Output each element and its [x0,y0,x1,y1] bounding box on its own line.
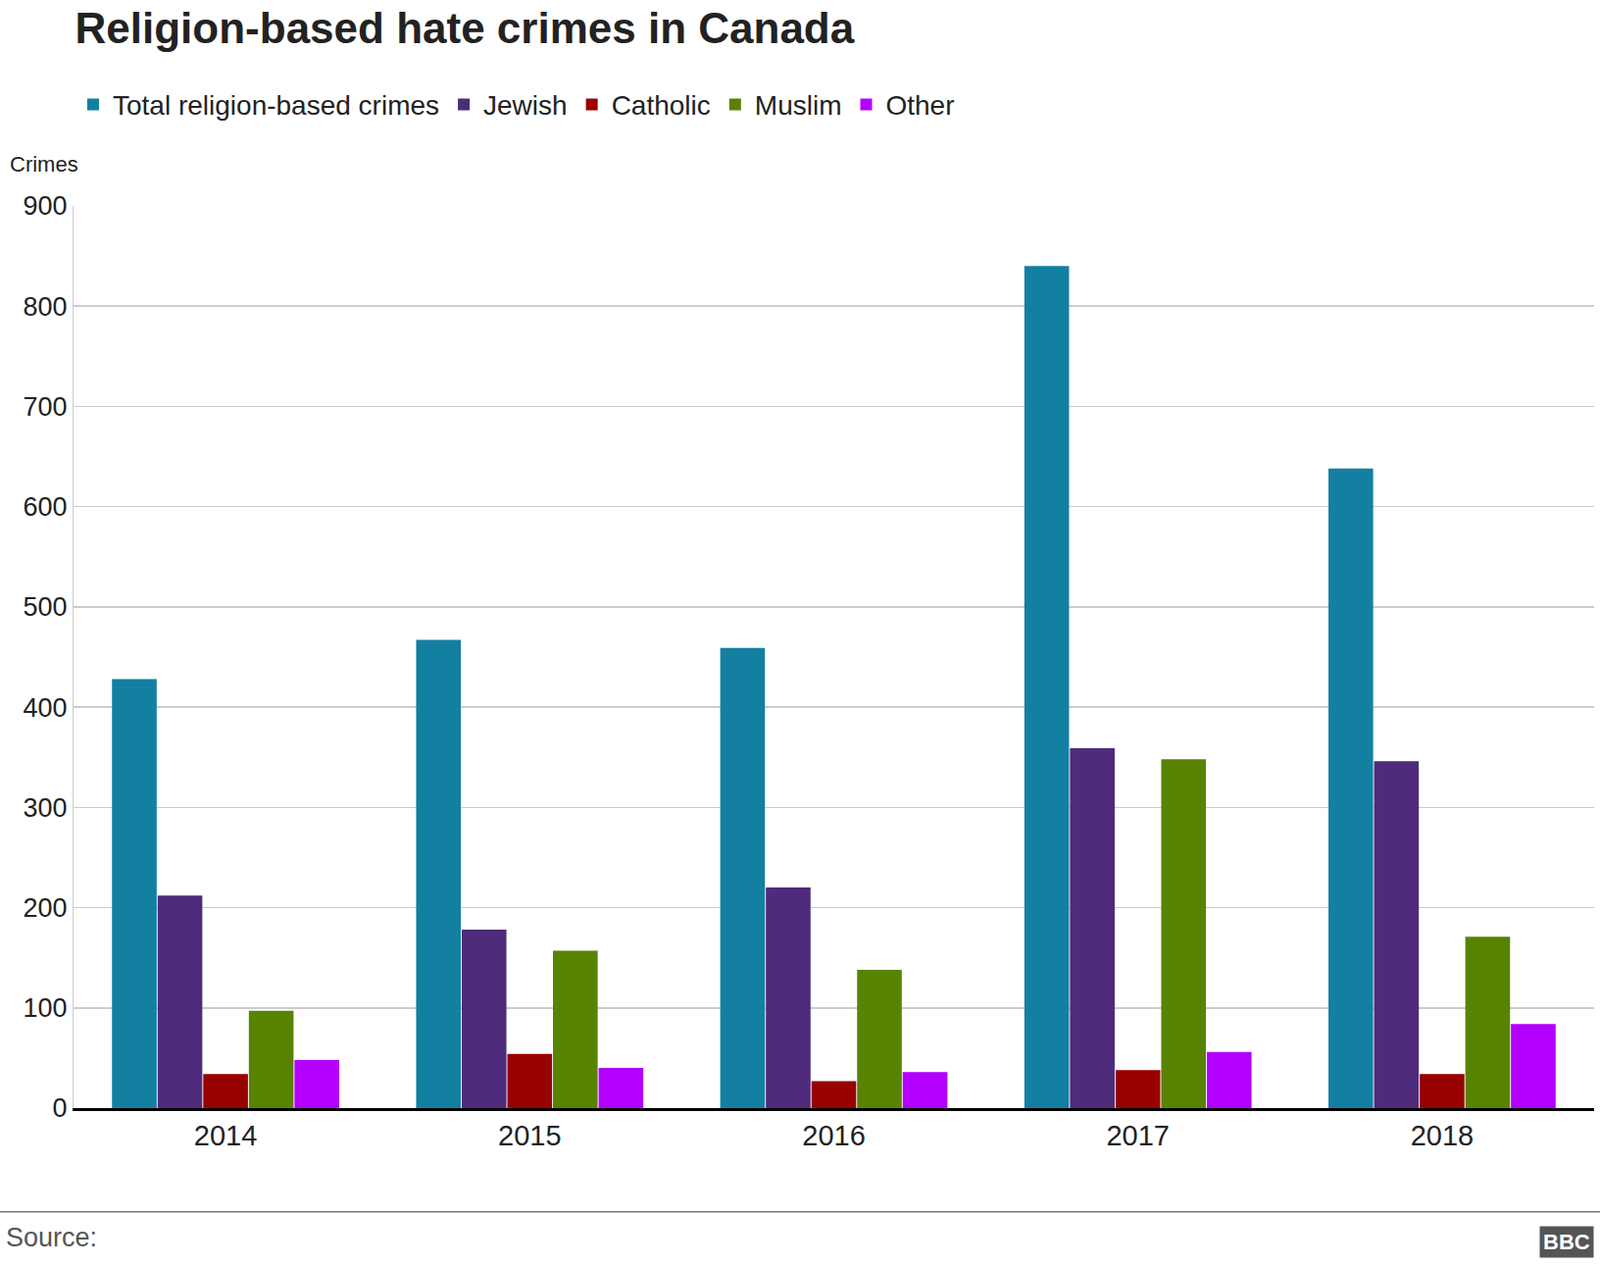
svg-text:Catholic: Catholic [611,90,711,121]
svg-text:0: 0 [52,1093,68,1123]
svg-text:Source:: Source: [5,1222,98,1252]
svg-text:500: 500 [23,592,68,622]
svg-text:200: 200 [23,893,68,923]
svg-text:600: 600 [23,492,68,522]
svg-text:Muslim: Muslim [754,90,843,121]
svg-text:2017: 2017 [1105,1119,1170,1151]
svg-text:Religion-based hate crimes in: Religion-based hate crimes in Canada [75,3,855,52]
svg-text:2016: 2016 [801,1119,866,1151]
svg-text:700: 700 [23,392,68,422]
svg-text:100: 100 [23,993,68,1023]
svg-text:BBC: BBC [1543,1229,1591,1254]
svg-text:Other: Other [885,90,954,121]
svg-text:2014: 2014 [194,1119,258,1151]
svg-text:Total religion-based crimes: Total religion-based crimes [112,90,440,121]
svg-text:Jewish: Jewish [483,90,568,121]
svg-text:300: 300 [23,793,68,823]
svg-text:800: 800 [23,292,68,322]
svg-text:Crimes: Crimes [9,151,79,177]
svg-text:2018: 2018 [1410,1119,1475,1151]
svg-text:2015: 2015 [498,1119,562,1151]
svg-text:400: 400 [23,693,68,723]
svg-text:900: 900 [23,191,68,221]
